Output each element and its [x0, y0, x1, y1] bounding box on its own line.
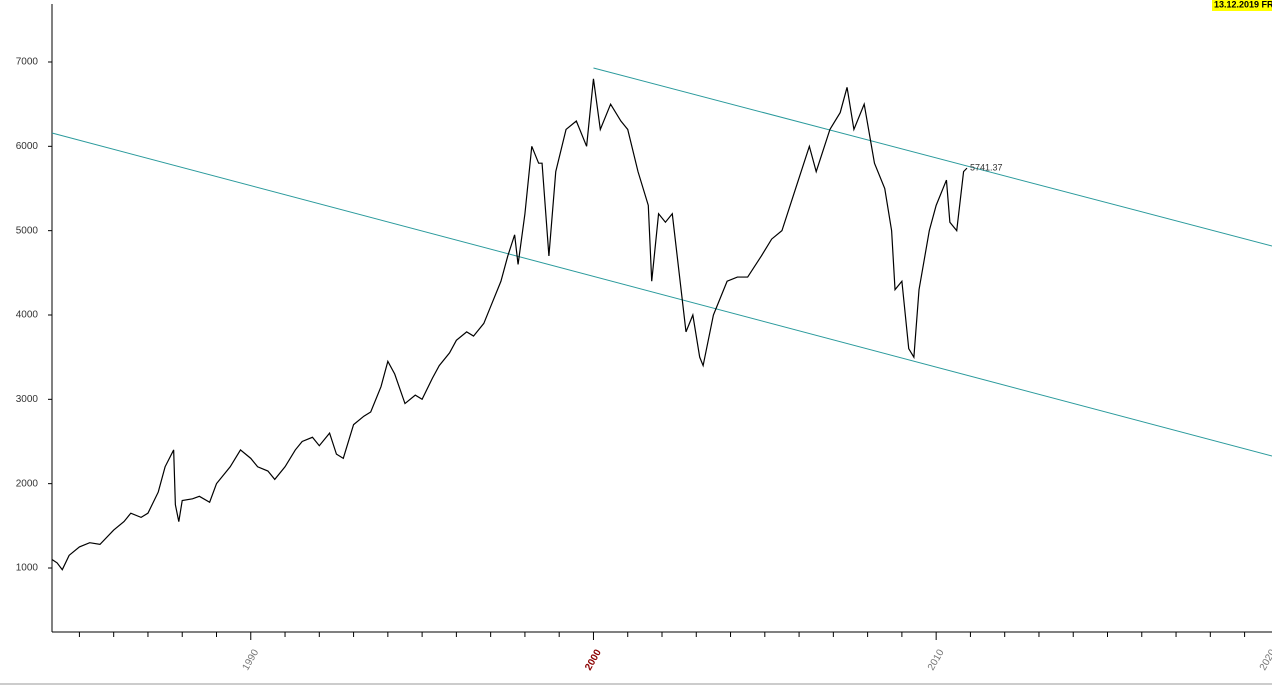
last-value-label: 5741.37	[970, 163, 1003, 173]
y-tick-label: 5000	[16, 225, 39, 236]
y-tick-label: 3000	[16, 394, 39, 405]
y-tick-label: 7000	[16, 57, 39, 68]
trend-line	[51, 132, 1272, 457]
y-tick-label: 6000	[16, 141, 39, 152]
y-tick-label: 2000	[16, 478, 39, 489]
x-tick-label: 2010	[926, 647, 947, 672]
y-tick-label: 4000	[16, 310, 39, 321]
y-tick-label: 1000	[16, 563, 39, 574]
x-tick-label: 2000	[583, 647, 604, 672]
trend-line	[593, 67, 1272, 247]
price-line	[51, 78, 968, 571]
x-tick-label: 2020	[1258, 647, 1272, 672]
date-badge-bg	[1212, 0, 1272, 11]
date-badge: 13.12.2019 FR	[1214, 0, 1272, 9]
x-tick-label: 1990	[241, 647, 262, 672]
